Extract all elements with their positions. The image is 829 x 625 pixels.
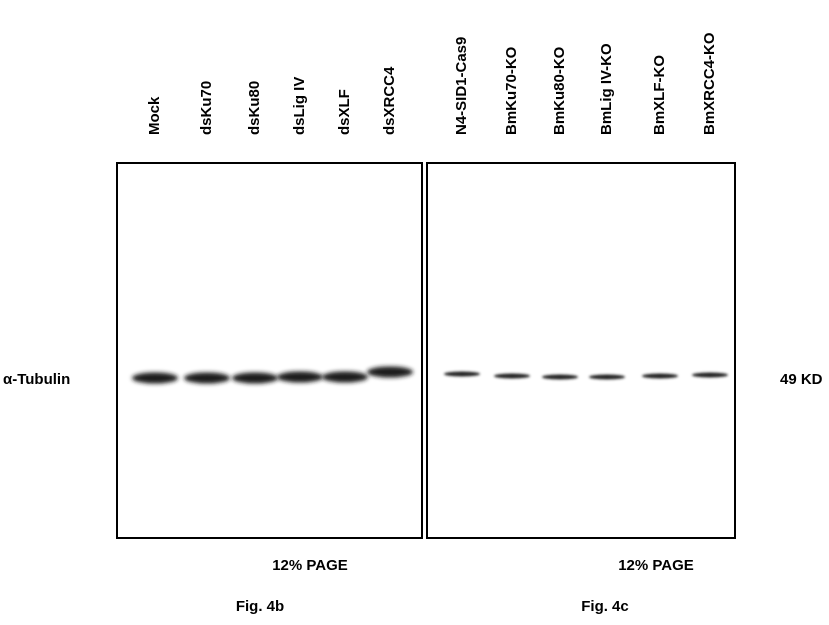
protein-band [367, 367, 413, 378]
protein-band [184, 373, 230, 384]
lane-label: dsLig IV [291, 77, 308, 135]
protein-band [277, 372, 323, 383]
protein-band [132, 373, 178, 384]
protein-band [542, 375, 578, 380]
figure-caption: Fig. 4c [581, 598, 629, 615]
lane-label: BmXRCC4-KO [701, 32, 718, 135]
gel-label: 12% PAGE [272, 557, 348, 574]
lane-label: BmKu70-KO [503, 46, 520, 135]
figure: α-Tubulin 49 KD Mock dsKu70 dsKu80 dsLig IV… [0, 0, 829, 625]
protein-band [494, 374, 530, 379]
lane-label: dsKu70 [198, 81, 215, 135]
protein-band [642, 374, 678, 379]
lane-label: BmKu80-KO [551, 46, 568, 135]
lane-label: N4-SID1-Cas9 [453, 37, 470, 135]
protein-band [444, 372, 480, 377]
lane-label: Mock [146, 96, 163, 135]
figure-caption: Fig. 4b [236, 598, 284, 615]
protein-band [692, 373, 728, 378]
lane-label: dsKu80 [246, 81, 263, 135]
blot-panel [427, 163, 735, 538]
lane-label: BmLig IV-KO [598, 43, 615, 135]
lane-label: dsXLF [336, 89, 353, 135]
protein-band [589, 375, 625, 380]
gel-label: 12% PAGE [618, 557, 694, 574]
blot-panel [117, 163, 422, 538]
protein-band [322, 372, 368, 383]
protein-band [232, 373, 278, 384]
lane-label: dsXRCC4 [381, 66, 398, 135]
lane-label: BmXLF-KO [651, 55, 668, 135]
size-label: 49 KD [780, 371, 823, 388]
row-label: α-Tubulin [3, 371, 70, 388]
